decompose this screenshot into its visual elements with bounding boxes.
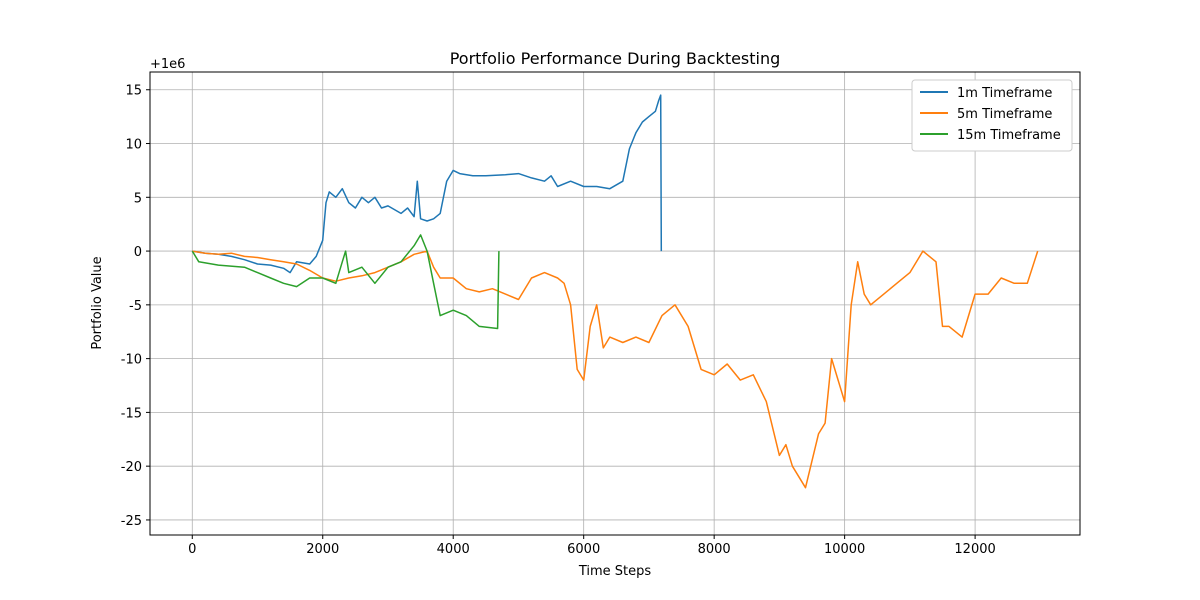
- y-tick-label: -20: [121, 460, 142, 475]
- y-tick-label: -15: [121, 406, 142, 421]
- y-tick-label: -10: [121, 353, 142, 368]
- legend-label: 15m Timeframe: [957, 128, 1061, 143]
- plot-frame: [149, 71, 1081, 536]
- y-tick-label: 10: [125, 138, 142, 153]
- y-tick-label: -5: [129, 299, 142, 314]
- y-tick-label: 5: [134, 191, 142, 206]
- x-tick-label: 2000: [306, 542, 339, 557]
- legend-box: [911, 79, 1073, 152]
- legend-label: 1m Timeframe: [957, 86, 1052, 101]
- series-line: [191, 234, 500, 330]
- y-tick-label: 0: [134, 245, 142, 260]
- chart-title: Portfolio Performance During Backtesting: [450, 49, 781, 68]
- x-tick-label: 12000: [954, 542, 995, 557]
- x-tick-label: 0: [188, 542, 196, 557]
- x-tick-label: 10000: [824, 542, 865, 557]
- legend-label: 5m Timeframe: [957, 107, 1052, 122]
- series-line: [192, 94, 663, 274]
- y-tick-label: -25: [121, 514, 142, 529]
- y-axis-label: Portfolio Value: [90, 256, 105, 349]
- x-axis-label: Time Steps: [578, 564, 652, 579]
- offset-text: +1e6: [150, 57, 185, 72]
- y-tick-label: 15: [125, 84, 142, 99]
- series-line: [192, 250, 1039, 489]
- x-tick-label: 6000: [567, 542, 600, 557]
- x-tick-label: 4000: [437, 542, 470, 557]
- x-tick-label: 8000: [698, 542, 731, 557]
